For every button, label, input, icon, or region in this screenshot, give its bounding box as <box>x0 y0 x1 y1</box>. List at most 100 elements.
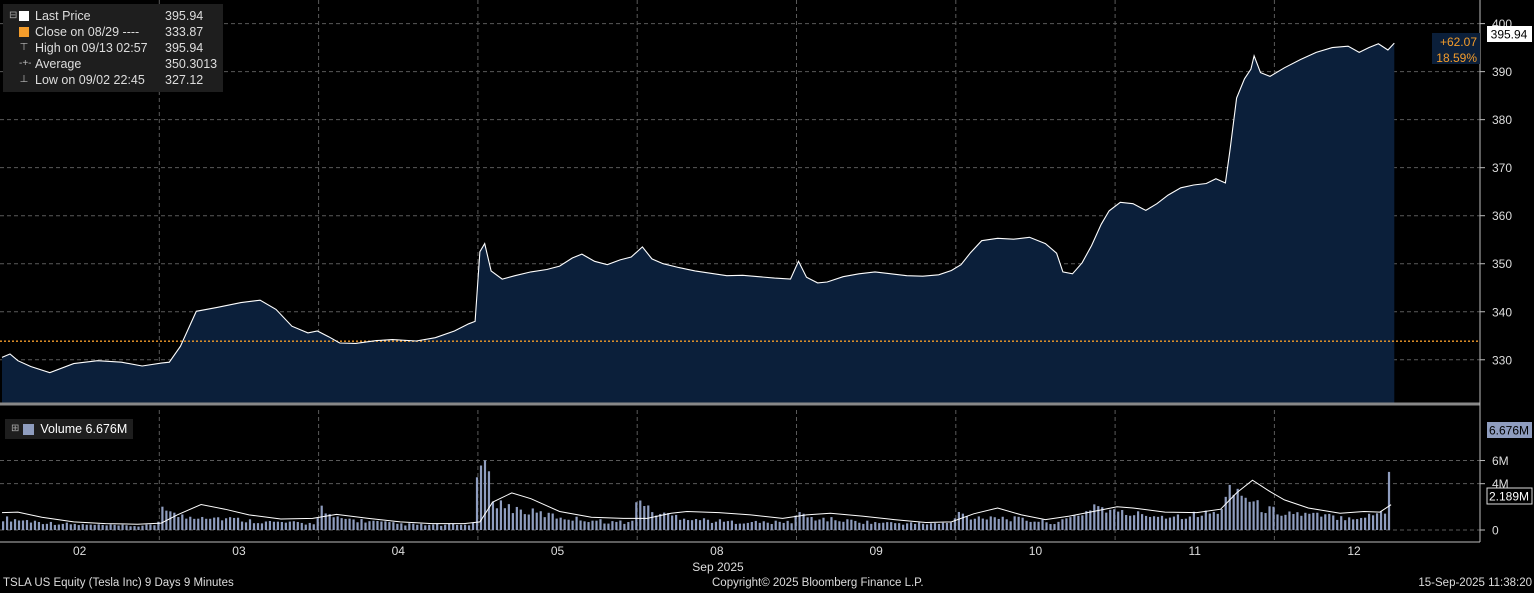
volume-bar <box>1097 506 1100 530</box>
volume-bar <box>615 521 618 530</box>
volume-bar <box>1049 524 1052 530</box>
volume-bar <box>1117 511 1120 530</box>
volume-bar <box>619 520 622 530</box>
volume-bar <box>452 523 455 530</box>
volume-bar <box>898 523 901 530</box>
volume-bar <box>659 513 662 530</box>
volume-bar <box>806 517 809 530</box>
volume-bar <box>85 524 88 530</box>
volume-bar <box>694 518 698 530</box>
volume-bar <box>838 521 841 530</box>
volume-bar <box>432 524 435 530</box>
volume-bar <box>25 520 29 530</box>
volume-bar <box>256 523 260 530</box>
volume-bar <box>189 516 192 530</box>
volume-bar <box>611 521 614 530</box>
volume-bar <box>1045 522 1048 530</box>
x-tick-label: 03 <box>232 544 246 558</box>
volume-bar <box>428 524 431 530</box>
volume-bar <box>531 508 534 530</box>
legend-row-close[interactable]: Close on 08/29 ---- 333.87 <box>9 24 217 40</box>
volume-bar <box>866 520 869 530</box>
volume-bar <box>655 515 658 530</box>
volume-legend[interactable]: ⊞ Volume 6.676M <box>5 419 134 439</box>
volume-bar <box>173 512 176 530</box>
volume-bar <box>33 520 37 530</box>
volume-bar <box>551 513 554 530</box>
volume-bar <box>1236 488 1239 530</box>
volume-bar <box>264 521 268 530</box>
volume-bar <box>141 525 144 530</box>
volume-bar <box>1172 516 1176 530</box>
volume-bar <box>225 518 228 530</box>
volume-bar <box>1260 512 1263 530</box>
volume-bar <box>1065 518 1068 530</box>
legend-row-average[interactable]: -+- Average 350.3013 <box>9 56 217 72</box>
volume-bar <box>1029 521 1032 530</box>
volume-avg-tag-bg <box>1486 487 1533 505</box>
volume-bar <box>1005 519 1008 530</box>
footer-timestamp: 15-Sep-2025 11:38:20 <box>1418 577 1532 589</box>
volume-last-tag: 6.676M <box>1489 424 1529 438</box>
volume-bar <box>21 520 25 530</box>
volume-bar <box>786 520 789 530</box>
volume-bar <box>328 514 331 530</box>
volume-bar <box>2 521 5 530</box>
volume-bar <box>213 517 216 530</box>
low-marker-icon: ⊥ <box>19 74 29 85</box>
volume-bar <box>475 477 479 530</box>
volume-bar <box>356 522 359 530</box>
volume-bar <box>1328 513 1331 530</box>
volume-bar <box>1340 516 1343 530</box>
volume-bar <box>456 524 459 530</box>
legend-row-high[interactable]: ⊤ High on 09/13 02:57 395.94 <box>9 40 217 56</box>
volume-bar <box>742 523 745 530</box>
volume-bar <box>738 523 741 530</box>
volume-bar <box>424 525 427 530</box>
volume-bar <box>675 514 678 530</box>
volume-bar <box>236 517 240 530</box>
volume-bar <box>404 525 407 530</box>
volume-bar <box>392 522 395 530</box>
volume-bar <box>29 522 33 530</box>
volume-bar <box>902 524 905 530</box>
volume-bar <box>153 525 156 530</box>
price-tick-label: 380 <box>1492 113 1512 127</box>
volume-bar <box>1148 516 1152 530</box>
volume-bar <box>667 513 670 530</box>
volume-bar <box>145 524 148 530</box>
volume-bar <box>571 520 574 530</box>
volume-bar <box>1061 519 1064 530</box>
volume-bar <box>579 520 582 530</box>
volume-bar <box>754 520 757 530</box>
volume-bar <box>260 523 264 530</box>
volume-bar <box>965 516 968 530</box>
volume-bar <box>436 523 439 530</box>
volume-bar <box>280 521 283 530</box>
x-tick-label: 11 <box>1189 544 1202 558</box>
volume-bar <box>1252 501 1255 530</box>
expand-icon[interactable]: ⊞ <box>11 423 20 434</box>
volume-bar <box>826 521 829 530</box>
volume-bar <box>384 521 387 530</box>
volume-bar <box>499 500 503 530</box>
collapse-icon[interactable]: ⊟ <box>9 10 18 21</box>
volume-bar <box>1133 515 1136 530</box>
legend-row-last-price[interactable]: ⊟ Last Price 395.94 <box>9 8 217 24</box>
volume-bar <box>858 522 861 530</box>
volume-bar <box>113 524 116 530</box>
volume-bar <box>1208 513 1211 530</box>
volume-bar <box>603 523 606 530</box>
volume-bar <box>997 518 1000 530</box>
volume-bar <box>57 524 60 530</box>
volume-bar <box>408 523 411 530</box>
volume-bar <box>209 518 212 530</box>
x-tick-label: 08 <box>710 544 724 558</box>
price-tick-label: 360 <box>1492 209 1512 223</box>
legend-row-low[interactable]: ⊥ Low on 09/02 22:45 327.12 <box>9 72 217 88</box>
volume-bar <box>284 522 287 530</box>
volume-bar <box>1284 514 1287 530</box>
volume-bar <box>1264 513 1267 530</box>
volume-bar <box>595 520 598 530</box>
volume-bar <box>818 519 821 530</box>
